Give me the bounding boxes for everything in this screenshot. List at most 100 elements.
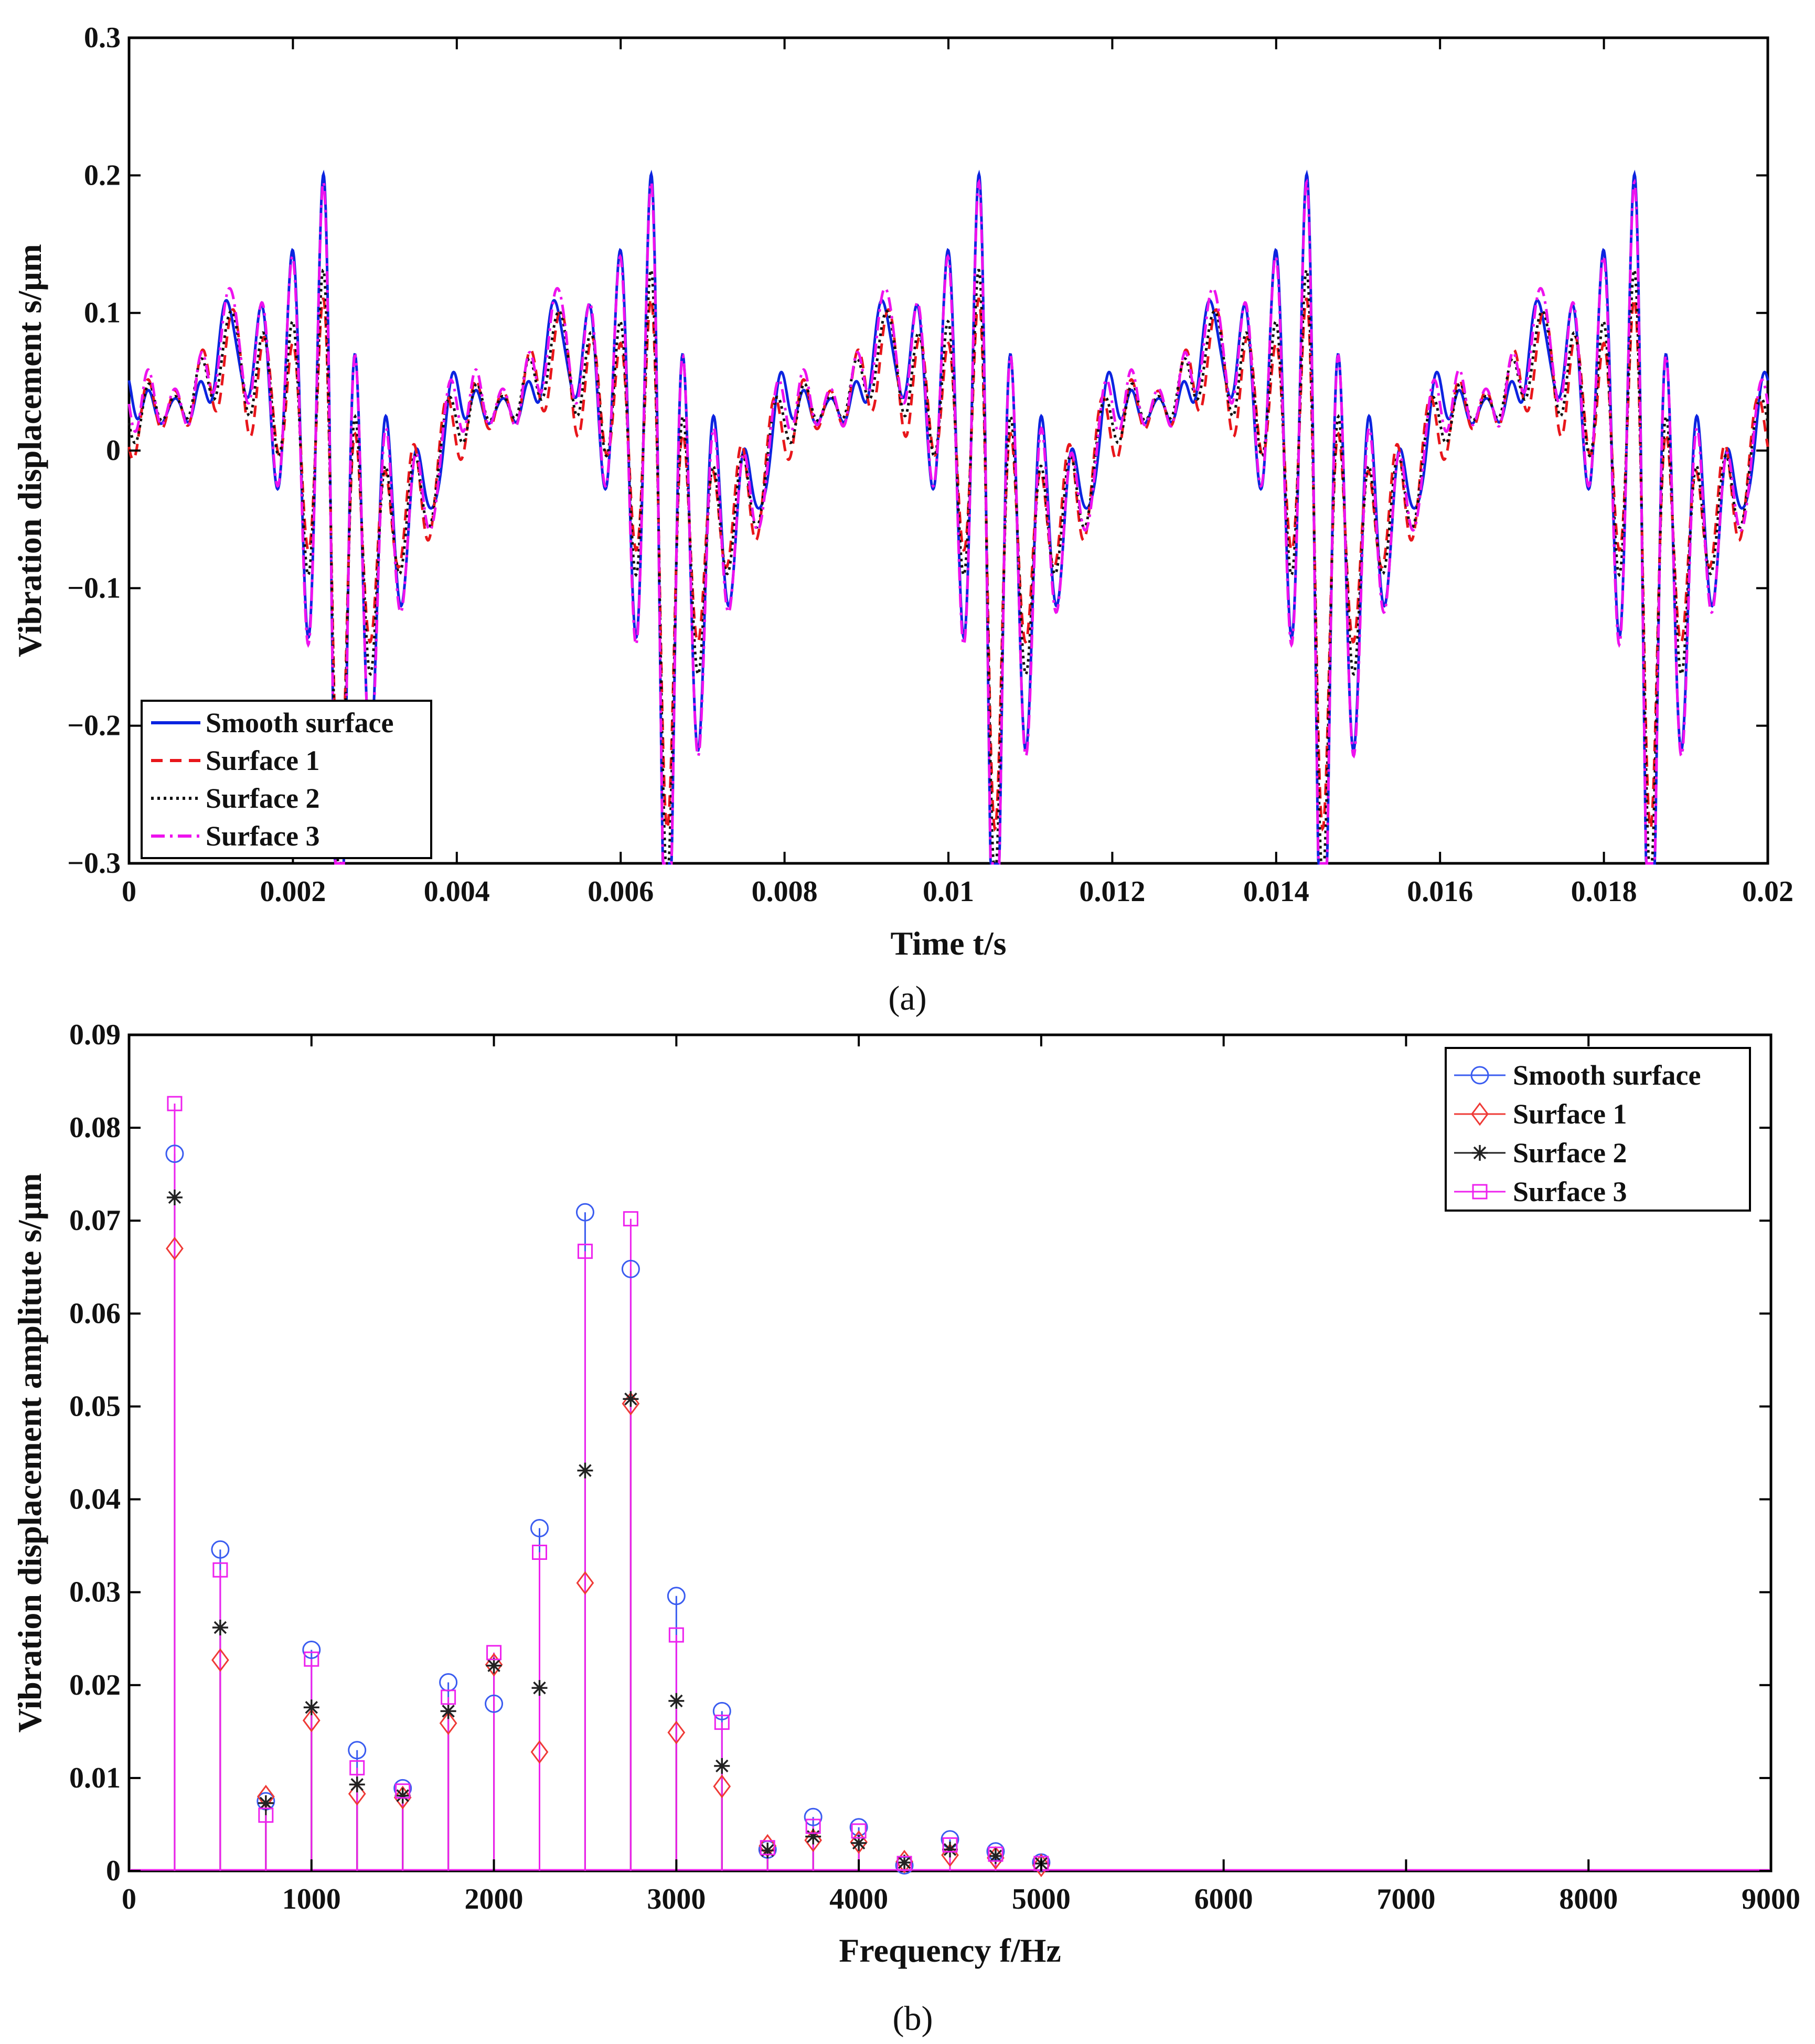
marker-smooth-surface xyxy=(302,1640,321,1659)
series-line-surface-3 xyxy=(127,178,1769,865)
marker-surface-1 xyxy=(439,1711,457,1735)
marker-surface-2 xyxy=(668,1693,685,1709)
marker-surface-1 xyxy=(1032,1853,1050,1877)
x-tick-label: 0.006 xyxy=(588,875,654,908)
legend-label-surface-1: Surface 1 xyxy=(206,745,319,776)
marker-smooth-surface xyxy=(211,1540,230,1559)
caption-b: (b) xyxy=(893,1999,933,2038)
marker-surface-3 xyxy=(988,1846,1003,1862)
x-tick-label: 3000 xyxy=(647,1883,706,1915)
marker-smooth-surface xyxy=(621,1259,640,1278)
y-tick-label: −0.3 xyxy=(67,847,121,880)
x-tick-label: 0.012 xyxy=(1079,875,1145,908)
x-tick-label: 6000 xyxy=(1194,1883,1253,1915)
legend-label-smooth-surface: Smooth surface xyxy=(206,707,393,739)
time-domain-chart: 0 0.002 0.004 0.006 0.008 0.01 0.012 0.014 0.016… xyxy=(11,22,1793,1018)
legend-marker-surface-3 xyxy=(1472,1184,1488,1200)
marker-surface-1 xyxy=(987,1846,1005,1870)
marker-smooth-surface xyxy=(348,1741,367,1760)
marker-surface-2 xyxy=(714,1758,730,1774)
legend-label-surface-2: Surface 2 xyxy=(206,783,319,814)
marker-surface-2 xyxy=(851,1835,867,1851)
y-tick-label: 0.01 xyxy=(69,1762,121,1794)
spectrum-legend: Smooth surface Surface 1 Surface 2 Surface … xyxy=(1445,1047,1751,1212)
marker-surface-3 xyxy=(623,1211,638,1227)
marker-surface-2 xyxy=(760,1843,776,1859)
marker-surface-2 xyxy=(212,1619,228,1635)
marker-surface-2 xyxy=(486,1657,502,1674)
y-tick-label: 0.05 xyxy=(69,1390,121,1422)
y-tick-label: 0 xyxy=(106,434,121,467)
marker-surface-3 xyxy=(486,1645,502,1661)
marker-surface-2 xyxy=(258,1795,274,1811)
frequency-y-axis-label: Vibration displacement amplitute s/μm xyxy=(11,1173,48,1733)
marker-surface-3 xyxy=(577,1244,593,1259)
frequency-x-axis-label: Frequency f/Hz xyxy=(839,1932,1061,1969)
y-tick-label: 0 xyxy=(106,1855,121,1887)
x-tick-label: 1000 xyxy=(282,1883,341,1915)
marker-surface-2 xyxy=(166,1189,183,1205)
y-tick-label: 0.3 xyxy=(84,22,121,54)
marker-surface-1 xyxy=(622,1392,640,1416)
marker-surface-3 xyxy=(805,1818,821,1834)
x-tick-label: 0 xyxy=(122,1883,136,1915)
marker-surface-2 xyxy=(987,1848,1003,1864)
time-x-axis-label: Time t/s xyxy=(890,925,1006,962)
x-tick-label: 0.01 xyxy=(923,875,974,908)
marker-surface-2 xyxy=(303,1699,319,1716)
marker-surface-3 xyxy=(532,1545,547,1560)
x-tick-label: 2000 xyxy=(465,1883,524,1915)
y-tick-label: 0.1 xyxy=(84,297,121,329)
time-legend-box xyxy=(141,700,432,859)
marker-surface-3 xyxy=(349,1760,365,1775)
x-tick-label: 0.018 xyxy=(1571,875,1637,908)
y-tick-label: 0.07 xyxy=(69,1204,121,1237)
y-tick-label: 0.04 xyxy=(69,1483,121,1516)
marker-smooth-surface xyxy=(804,1807,823,1826)
marker-surface-2 xyxy=(896,1855,913,1871)
marker-surface-1 xyxy=(713,1774,731,1799)
legend-label-surface-1: Surface 1 xyxy=(1513,1098,1627,1130)
marker-surface-2 xyxy=(349,1777,365,1793)
time-legend: Smooth surface Surface 1 Surface 2 Surface … xyxy=(141,700,432,859)
legend-marker-surface-1 xyxy=(1471,1102,1489,1126)
marker-surface-3 xyxy=(714,1715,730,1730)
marker-surface-2 xyxy=(942,1842,958,1858)
marker-smooth-surface xyxy=(575,1203,594,1222)
x-tick-label: 7000 xyxy=(1376,1883,1435,1915)
marker-surface-2 xyxy=(805,1828,821,1845)
marker-surface-1 xyxy=(667,1720,686,1745)
marker-surface-1 xyxy=(530,1740,549,1764)
marker-surface-3 xyxy=(304,1651,319,1667)
marker-surface-3 xyxy=(942,1837,958,1853)
marker-surface-3 xyxy=(760,1840,775,1856)
y-tick-label: −0.1 xyxy=(67,572,121,604)
y-tick-label: −0.2 xyxy=(67,710,121,742)
legend-label-surface-2: Surface 2 xyxy=(1513,1137,1627,1169)
marker-surface-3 xyxy=(167,1096,183,1111)
x-tick-label: 0.004 xyxy=(424,875,490,908)
y-tick-label: 0.09 xyxy=(69,1019,121,1051)
spectrum-stems xyxy=(129,1096,1771,1877)
marker-smooth-surface xyxy=(667,1587,686,1606)
y-tick-label: 0.06 xyxy=(69,1297,121,1330)
marker-smooth-surface xyxy=(712,1701,731,1720)
y-tick-label: 0.02 xyxy=(69,1669,121,1701)
marker-surface-2 xyxy=(440,1703,456,1719)
marker-surface-1 xyxy=(166,1236,184,1260)
marker-surface-3 xyxy=(395,1783,411,1799)
marker-surface-3 xyxy=(258,1807,274,1823)
marker-surface-1 xyxy=(302,1708,321,1732)
marker-surface-3 xyxy=(212,1562,228,1578)
x-tick-label: 5000 xyxy=(1012,1883,1071,1915)
legend-label-surface-3: Surface 3 xyxy=(206,820,319,852)
time-y-axis-label: Vibration displacement s/μm xyxy=(11,244,48,657)
y-tick-label: 0.2 xyxy=(84,159,121,191)
x-tick-label: 0.014 xyxy=(1243,875,1309,908)
marker-surface-3 xyxy=(851,1823,867,1839)
legend-label-smooth-surface: Smooth surface xyxy=(1513,1060,1701,1091)
marker-surface-2 xyxy=(531,1680,548,1696)
marker-surface-1 xyxy=(211,1648,229,1672)
x-tick-label: 4000 xyxy=(829,1883,888,1915)
